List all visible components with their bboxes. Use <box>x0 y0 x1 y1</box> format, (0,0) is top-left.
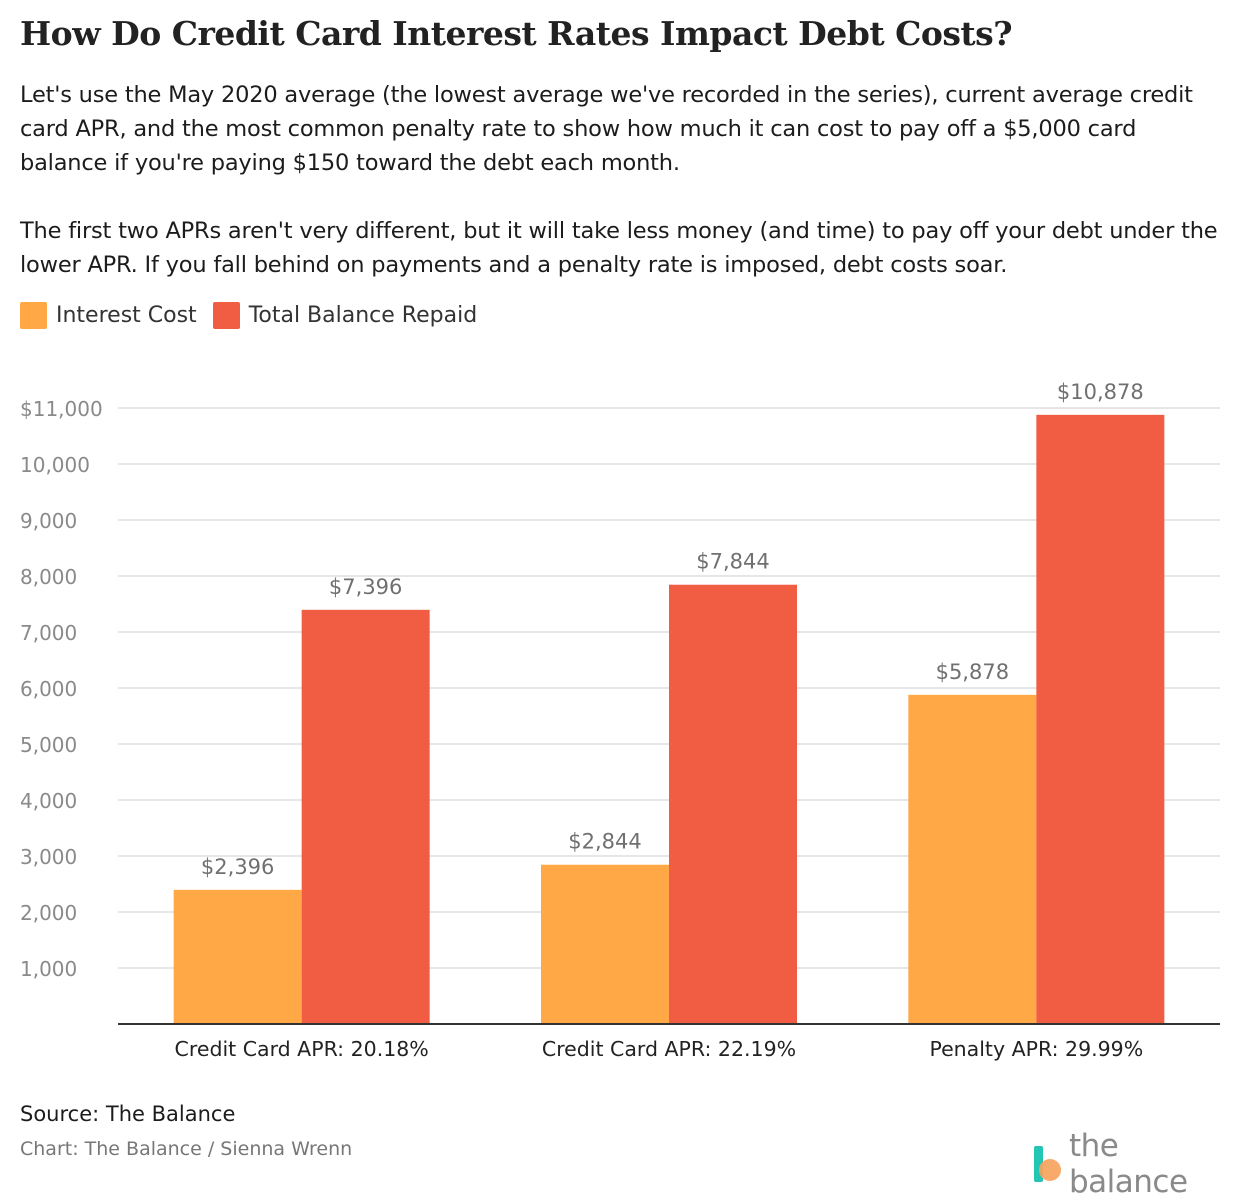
description-paragraph-1: Let's use the May 2020 average (the lowe… <box>20 82 1193 176</box>
y-tick-label: 8,000 <box>20 565 77 589</box>
chart-credit: Chart: The Balance / Sienna Wrenn <box>20 1138 353 1160</box>
legend-swatch-total-balance-repaid <box>212 302 240 329</box>
y-tick-label: 5,000 <box>20 733 77 757</box>
legend-item-total-balance-repaid: Total Balance Repaid <box>212 302 478 329</box>
x-tick-label: Credit Card APR: 20.18% <box>175 1037 429 1061</box>
y-tick-label: 3,000 <box>20 845 77 869</box>
chart-title: How Do Credit Card Interest Rates Impact… <box>20 14 1013 53</box>
data-label: $7,396 <box>329 575 402 599</box>
legend-label-interest-cost: Interest Cost <box>56 303 197 328</box>
y-tick-label: 4,000 <box>20 789 77 813</box>
bar <box>908 694 1037 1024</box>
bar <box>669 584 797 1024</box>
x-tick-label: Credit Card APR: 22.19% <box>542 1037 796 1061</box>
bar <box>173 889 302 1024</box>
y-tick-label: 6,000 <box>20 677 77 701</box>
source-note: Source: The Balance <box>20 1102 236 1126</box>
data-label: $2,396 <box>201 855 274 879</box>
legend: Interest Cost Total Balance Repaid <box>20 302 493 329</box>
chart-description: Let's use the May 2020 average (the lowe… <box>20 78 1225 282</box>
y-tick-label: 2,000 <box>20 901 77 925</box>
bar <box>541 864 669 1024</box>
legend-swatch-interest-cost <box>20 302 47 329</box>
x-tick-label: Penalty APR: 29.99% <box>929 1037 1143 1061</box>
legend-label-total-balance-repaid: Total Balance Repaid <box>248 303 478 328</box>
bar <box>1036 414 1165 1024</box>
data-label: $5,878 <box>936 660 1009 684</box>
bar-chart: 1,000 2,000 3,000 4,000 5,000 6,000 7,000 8,000… <box>20 380 1220 1061</box>
data-label: $7,844 <box>696 550 769 574</box>
logo-mark-icon <box>1034 1146 1061 1182</box>
y-tick-label: $11,000 <box>20 397 103 421</box>
y-tick-label: 7,000 <box>20 621 77 645</box>
data-label: $2,844 <box>568 830 641 854</box>
data-label: $10,878 <box>1057 380 1144 404</box>
description-paragraph-2: The first two APRs aren't very different… <box>20 218 1218 278</box>
y-tick-label: 1,000 <box>20 957 77 981</box>
y-tick-label: 10,000 <box>20 453 90 477</box>
legend-item-interest-cost: Interest Cost <box>20 302 197 329</box>
bar <box>301 609 430 1024</box>
y-tick-label: 9,000 <box>20 509 77 533</box>
logo-text: the balance <box>1069 1128 1188 1200</box>
the-balance-logo: the balance <box>1034 1128 1240 1200</box>
